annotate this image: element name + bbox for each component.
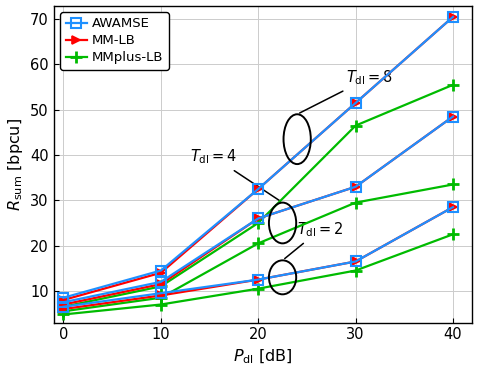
X-axis label: $P_{\mathrm{dl}}\ [\mathrm{dB}]$: $P_{\mathrm{dl}}\ [\mathrm{dB}]$ — [233, 348, 293, 366]
Text: $T_{\mathrm{dl}} = 4$: $T_{\mathrm{dl}} = 4$ — [190, 148, 280, 201]
Y-axis label: $R_{\mathrm{sum}}\ [\mathrm{bpcu}]$: $R_{\mathrm{sum}}\ [\mathrm{bpcu}]$ — [6, 118, 24, 211]
Text: $T_{\mathrm{dl}} = 8$: $T_{\mathrm{dl}} = 8$ — [300, 68, 393, 113]
Legend: AWAMSE, MM-LB, MMplus-LB: AWAMSE, MM-LB, MMplus-LB — [60, 12, 169, 70]
Text: $T_{\mathrm{dl}} = 2$: $T_{\mathrm{dl}} = 2$ — [285, 220, 344, 259]
